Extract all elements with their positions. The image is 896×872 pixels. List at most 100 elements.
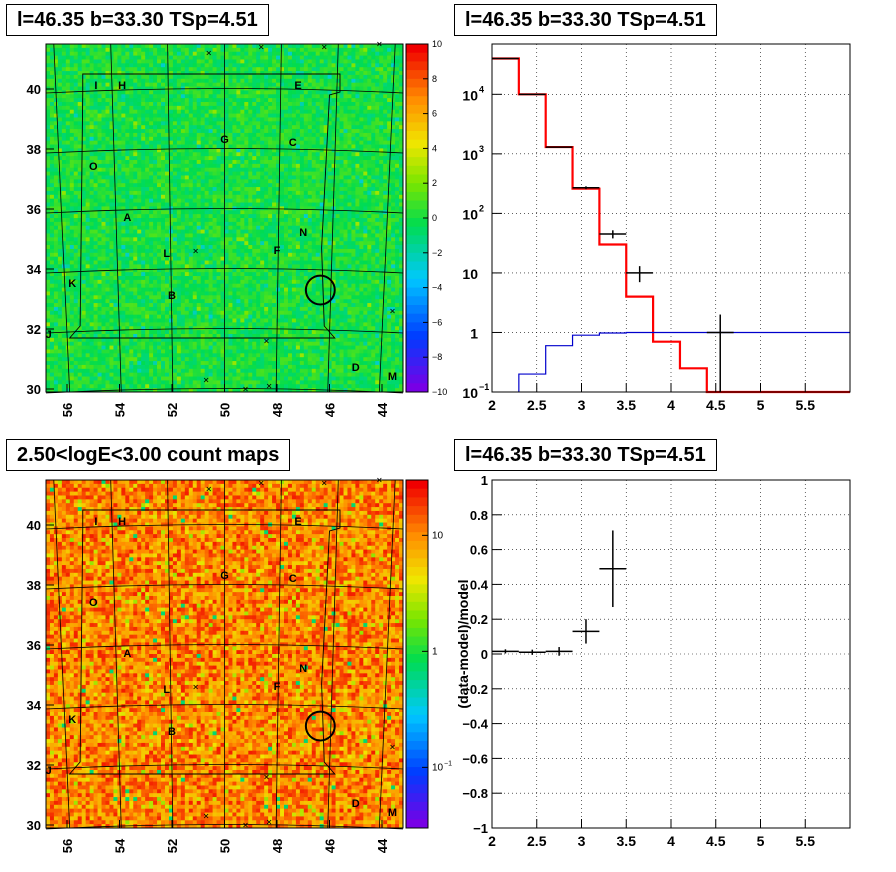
count-map-x-tick-label: 44 bbox=[375, 838, 390, 853]
count-map-source-label: B bbox=[168, 726, 176, 738]
count-map-colorbar-band bbox=[406, 671, 428, 681]
ts-map-y-tick-label: 34 bbox=[27, 262, 42, 277]
ts-map-source-label: N bbox=[299, 227, 307, 239]
residual-x-tick-label: 4.5 bbox=[706, 833, 726, 849]
count-map-parallel bbox=[45, 704, 404, 710]
spectrum-y-tick-label: 10 bbox=[462, 266, 478, 282]
count-map-panel: 56 54 52 50 48 46 44 30 32 34 36 38 40 I H E G C O A N L F K B J D… bbox=[27, 477, 452, 853]
ts-map-source-label: A bbox=[123, 212, 131, 224]
spectrum-x-tick-label: 2 bbox=[488, 397, 496, 413]
count-map-parallel bbox=[45, 584, 404, 590]
residual-y-tick-label: −1 bbox=[473, 821, 488, 836]
ts-map-y-tick-label: 36 bbox=[27, 202, 41, 217]
ts-map-x-tick-label: 52 bbox=[165, 403, 180, 417]
ts-map-colorbar-band bbox=[406, 52, 428, 62]
ts-map-source-label: L bbox=[163, 248, 170, 260]
count-map-region-outline bbox=[68, 509, 341, 775]
ts-map-colorbar-band bbox=[406, 218, 428, 228]
spectrum-x-tick-label: 4 bbox=[667, 397, 675, 413]
count-map-colorbar-band bbox=[406, 654, 428, 664]
count-map-colorbar-band bbox=[406, 506, 428, 516]
count-map-colorbar-band bbox=[406, 793, 428, 803]
ts-map-parallel bbox=[45, 208, 404, 214]
count-map-source-label: K bbox=[68, 714, 76, 726]
ts-map-colorbar-band bbox=[406, 305, 428, 315]
ts-map-colorbar-band bbox=[406, 87, 428, 97]
ts-map-x-tick-label: 48 bbox=[270, 403, 285, 417]
residual-x-tick-label: 3.5 bbox=[617, 833, 637, 849]
count-map-colorbar-band bbox=[406, 801, 428, 812]
ts-map-x-tick-label: 54 bbox=[113, 402, 128, 417]
ts-map-colorbar-band bbox=[406, 174, 428, 184]
count-map-meridian bbox=[378, 479, 396, 829]
count-map-point-marker bbox=[266, 819, 272, 825]
ts-map-source-label: J bbox=[46, 329, 52, 341]
ts-map-x-tick-label: 44 bbox=[375, 402, 390, 417]
ts-map-colorbar-band bbox=[406, 270, 428, 280]
spectrum-y-tick-label: 10 bbox=[462, 206, 478, 222]
ts-map-colorbar-band bbox=[406, 131, 428, 141]
ts-map-colorbar-band bbox=[406, 191, 428, 202]
ts-map-x-tick-label: 50 bbox=[218, 403, 233, 417]
count-map-colorbar-band bbox=[406, 584, 428, 594]
count-map-point-marker bbox=[258, 480, 264, 486]
count-map-source-label: E bbox=[294, 516, 301, 528]
ts-map-colorbar-band bbox=[406, 183, 428, 193]
ts-map-colorbar-label: −2 bbox=[432, 248, 442, 258]
ts-map-colorbar-label: −10 bbox=[432, 387, 447, 397]
ts-map-source-label: C bbox=[289, 137, 297, 149]
ts-map-point-marker bbox=[321, 44, 327, 50]
spectrum-y-exponent: −1 bbox=[479, 382, 489, 392]
ts-map-source-label: O bbox=[89, 161, 98, 173]
ts-map-source-label: G bbox=[220, 134, 229, 146]
ts-map-colorbar-band bbox=[406, 235, 428, 245]
count-map-y-tick-label: 34 bbox=[27, 698, 42, 713]
count-map-point-marker bbox=[193, 684, 198, 690]
ts-map-y-tick-label: 30 bbox=[27, 382, 41, 397]
count-map-source-label: I bbox=[94, 516, 97, 528]
count-map-point-marker bbox=[321, 480, 327, 486]
ts-map-colorbar-band bbox=[406, 357, 428, 367]
count-map-colorbar-band bbox=[406, 480, 428, 490]
count-map-source-label: H bbox=[118, 516, 126, 528]
ts-map-source-label: M bbox=[388, 371, 397, 383]
ts-map-colorbar-band bbox=[406, 96, 428, 106]
ts-map-meridian bbox=[167, 43, 174, 393]
ts-map-colorbar-band bbox=[406, 139, 428, 149]
ts-map-pixels bbox=[46, 44, 404, 393]
count-map-colorbar-band bbox=[406, 741, 428, 751]
ts-map-y-tick-label: 32 bbox=[27, 322, 41, 337]
count-map-colorbar-band bbox=[406, 636, 428, 646]
residual-y-tick-label: −0.4 bbox=[462, 717, 488, 732]
spectrum-y-tick-label: 10 bbox=[462, 147, 478, 163]
count-map-point-marker bbox=[390, 744, 395, 750]
ts-map-parallel bbox=[45, 328, 404, 334]
count-map-colorbar-band bbox=[406, 784, 428, 794]
ts-map-source-label: E bbox=[294, 80, 301, 92]
residual-x-tick-label: 2.5 bbox=[527, 833, 547, 849]
count-map-x-tick-label: 56 bbox=[60, 839, 75, 853]
count-map-colorbar-band bbox=[406, 558, 428, 568]
spectrum-y-exponent: 4 bbox=[479, 84, 484, 94]
ts-map-point-marker bbox=[243, 386, 248, 392]
count-map-colorbar-band bbox=[406, 549, 428, 559]
count-map-colorbar-band bbox=[406, 758, 428, 768]
ts-map-source-label: F bbox=[274, 245, 281, 257]
count-map-colorbar-band bbox=[406, 610, 428, 620]
count-map-source-label: D bbox=[352, 798, 360, 810]
ts-map-colorbar-label: 8 bbox=[432, 74, 437, 84]
count-map-point-marker bbox=[264, 774, 269, 780]
spectrum-x-tick-label: 2.5 bbox=[527, 397, 547, 413]
count-map-colorbar-band bbox=[406, 488, 428, 498]
count-map-y-tick-label: 38 bbox=[27, 578, 41, 593]
ts-map-source-label: D bbox=[352, 362, 360, 374]
count-map-title: 2.50<logE<3.00 count maps bbox=[6, 439, 291, 471]
count-map-point-marker bbox=[377, 477, 382, 483]
count-map-point-marker bbox=[203, 813, 209, 819]
count-map-parallel bbox=[45, 524, 404, 530]
ts-map-colorbar-band bbox=[406, 313, 428, 323]
count-map-point-marker bbox=[243, 822, 248, 828]
count-map-colorbar-band bbox=[406, 697, 428, 707]
residual-x-tick-label: 5.5 bbox=[796, 833, 816, 849]
